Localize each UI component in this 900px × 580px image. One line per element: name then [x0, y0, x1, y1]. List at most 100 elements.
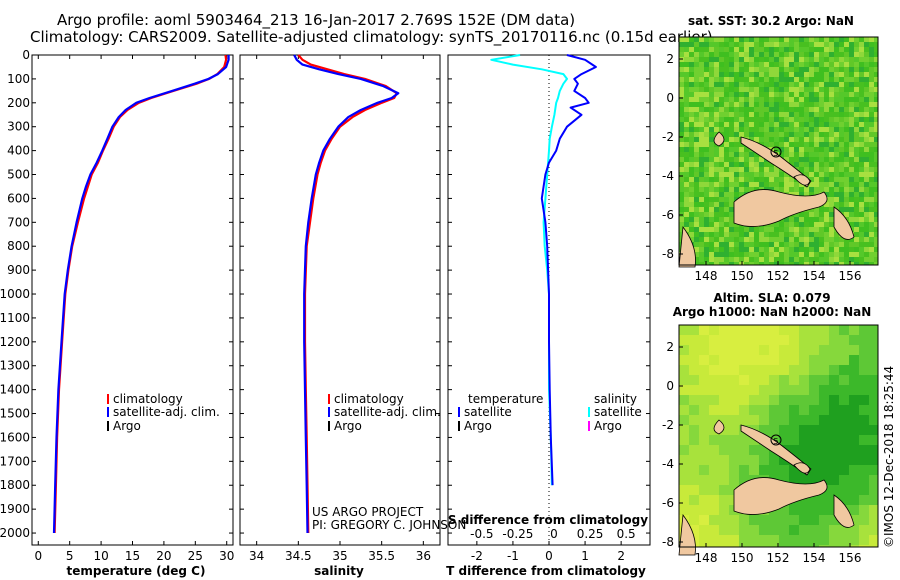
sst-map-cell: [739, 47, 744, 52]
xtick-label: 20: [156, 549, 171, 563]
sst-map-cell: [724, 262, 729, 265]
sla-map-cell: [779, 465, 789, 475]
sst-map-cell: [699, 177, 704, 182]
sst-map-cell: [759, 182, 764, 187]
sst-map-cell: [719, 252, 724, 257]
sla-map-cell: [829, 375, 839, 385]
sst-map-cell: [874, 97, 878, 102]
sla-map-cell: [699, 495, 709, 505]
sst-map-cell: [824, 167, 829, 172]
sst-map-cell: [784, 142, 789, 147]
sst-map-cell: [679, 82, 684, 87]
sst-map-cell: [709, 37, 714, 42]
sst-map-cell: [794, 87, 799, 92]
sla-map-cell: [719, 345, 729, 355]
sst-map-cell: [799, 247, 804, 252]
sst-map-cell: [719, 87, 724, 92]
sst-map-cell: [784, 222, 789, 227]
sst-map-cell: [709, 232, 714, 237]
sst-map-cell: [729, 177, 734, 182]
sla-map-cell: [799, 395, 809, 405]
sst-map-cell: [729, 82, 734, 87]
sla-map-cell: [719, 495, 729, 505]
sla-map-cell: [849, 535, 859, 545]
sst-map-cell: [869, 47, 874, 52]
sla-map-cell: [789, 525, 799, 535]
sst-map-cell: [689, 77, 694, 82]
sst-map-cell: [714, 117, 719, 122]
sst-map-cell: [689, 97, 694, 102]
sst-map-cell: [849, 217, 854, 222]
sst-map-cell: [769, 242, 774, 247]
sla-map-cell: [819, 495, 829, 505]
sla-map-cell: [819, 365, 829, 375]
sst-map-cell: [684, 152, 689, 157]
depth-tick-label: 800: [7, 239, 30, 253]
sst-map-cell: [769, 47, 774, 52]
sst-map-cell: [804, 142, 809, 147]
sst-map-cell: [679, 152, 684, 157]
sst-map-cell: [854, 72, 859, 77]
sst-map-cell: [754, 52, 759, 57]
sla-map-cell: [679, 375, 689, 385]
sla-map-cell: [799, 415, 809, 425]
sst-map-cell: [799, 117, 804, 122]
sst-map-cell: [874, 137, 878, 142]
sst-map-cell: [794, 152, 799, 157]
sla-map-cell: [729, 405, 739, 415]
sla-map-cell: [749, 325, 759, 335]
sst-map-cell: [834, 262, 839, 265]
sla-map-cell: [739, 445, 749, 455]
sst-map-cell: [709, 217, 714, 222]
sla-map-cell: [849, 395, 859, 405]
sst-map-cell: [859, 112, 864, 117]
sst-map-cell: [839, 127, 844, 132]
sst-map-cell: [834, 57, 839, 62]
sst-map-cell: [839, 187, 844, 192]
sla-map-cell: [739, 395, 749, 405]
sst-map-cell: [764, 47, 769, 52]
sla-map-cell: [699, 415, 709, 425]
sst-map-cell: [719, 62, 724, 67]
sla-map-cell: [769, 325, 779, 335]
sst-map-cell: [824, 232, 829, 237]
sla-map-cell: [709, 505, 719, 515]
sst-map-cell: [854, 137, 859, 142]
sst-map-cell: [769, 67, 774, 72]
sst-map-cell: [849, 87, 854, 92]
sst-map-cell: [689, 37, 694, 42]
sst-map-cell: [814, 167, 819, 172]
sst-map-cell: [729, 142, 734, 147]
sla-map-cell: [759, 365, 769, 375]
sst-map-cell: [859, 202, 864, 207]
sla-map-cell: [709, 365, 719, 375]
sla-map-cell: [799, 445, 809, 455]
xtick-label: 0: [545, 549, 553, 563]
sst-map-cell: [699, 217, 704, 222]
sst-map-cell: [679, 92, 684, 97]
sst-map-cell: [844, 92, 849, 97]
temp-series-climatology: [53, 54, 228, 534]
sst-map-cell: [729, 112, 734, 117]
sst-map-cell: [739, 62, 744, 67]
sst-map-cell: [714, 62, 719, 67]
xtick-label: 15: [125, 549, 140, 563]
sst-map-cell: [719, 117, 724, 122]
sla-map-cell: [689, 485, 699, 495]
sla-map-cell: [709, 525, 719, 535]
sst-map-cell: [819, 92, 824, 97]
sst-map-cell: [784, 257, 789, 262]
sst-map-cell: [689, 142, 694, 147]
sst-map-cell: [724, 42, 729, 47]
sst-map-cell: [689, 157, 694, 162]
xtick-label: 34: [249, 549, 264, 563]
sst-map-cell: [769, 77, 774, 82]
sst-map-cell: [684, 77, 689, 82]
sst-map-cell: [784, 217, 789, 222]
sla-map-cell: [839, 375, 849, 385]
sst-map-cell: [769, 112, 774, 117]
sla-map-cell: [809, 525, 819, 535]
sla-map-cell: [819, 455, 829, 465]
sla-map-cell: [869, 525, 878, 535]
sst-map-cell: [699, 112, 704, 117]
